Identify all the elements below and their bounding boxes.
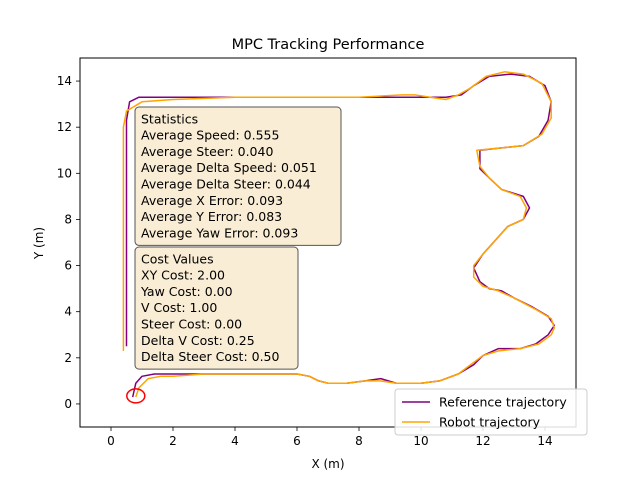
- box-line: Average Delta Speed: 0.051: [141, 160, 317, 175]
- box-heading: Cost Values: [141, 251, 214, 266]
- y-tick-label: 12: [57, 120, 72, 134]
- box-line: Delta Steer Cost: 0.50: [141, 349, 280, 364]
- start-marker: [126, 388, 146, 404]
- y-tick-label: 8: [64, 212, 72, 226]
- legend-box: [394, 388, 588, 436]
- box-line: Steer Cost: 0.00: [141, 317, 242, 332]
- y-tick-label: 4: [64, 305, 72, 319]
- plot-frame: [79, 57, 577, 428]
- x-tick-label: 14: [537, 434, 552, 448]
- x-tick-label: 10: [413, 434, 428, 448]
- box-line: XY Cost: 2.00: [141, 268, 225, 283]
- text-box-background: [134, 246, 299, 370]
- box-line: V Cost: 1.00: [141, 300, 217, 315]
- x-tick-label: 0: [107, 434, 115, 448]
- box-heading: Statistics: [141, 111, 198, 126]
- box-line: Average Steer: 0.040: [141, 144, 273, 159]
- box-line: Average Speed: 0.555: [141, 128, 279, 143]
- y-tick-label: 0: [64, 397, 72, 411]
- y-tick-label: 6: [64, 259, 72, 273]
- box-line: Yaw Cost: 0.00: [140, 284, 233, 299]
- y-tick-label: 14: [57, 74, 72, 88]
- y-axis-label: Y (m): [32, 227, 46, 260]
- robot-trajectory-line: [122, 71, 556, 398]
- legend-label: Robot trajectory: [439, 415, 541, 430]
- box-line: Average Delta Steer: 0.044: [141, 177, 311, 192]
- text-box-background: [134, 106, 342, 246]
- legend-label: Reference trajectory: [439, 395, 567, 410]
- x-tick-label: 4: [231, 434, 239, 448]
- x-tick-label: 2: [169, 434, 177, 448]
- plot-area: 0 2 4 6 8 10 12 14 0 2 4 6 8 10 12 14: [57, 57, 577, 448]
- y-tick-label: 10: [57, 166, 72, 180]
- box-line: Average X Error: 0.093: [141, 193, 283, 208]
- x-tick-label: 6: [293, 434, 301, 448]
- y-tick-label: 2: [64, 351, 72, 365]
- x-axis-label: X (m): [311, 457, 344, 471]
- x-tick-label: 8: [355, 434, 363, 448]
- legend: Reference trajectory Robot trajectory: [394, 388, 588, 436]
- box-line: Average Yaw Error: 0.093: [141, 225, 298, 240]
- chart-title: MPC Tracking Performance: [232, 37, 425, 53]
- box-line: Delta V Cost: 0.25: [141, 333, 255, 348]
- box-line: Average Y Error: 0.083: [141, 209, 282, 224]
- x-tick-label: 12: [475, 434, 490, 448]
